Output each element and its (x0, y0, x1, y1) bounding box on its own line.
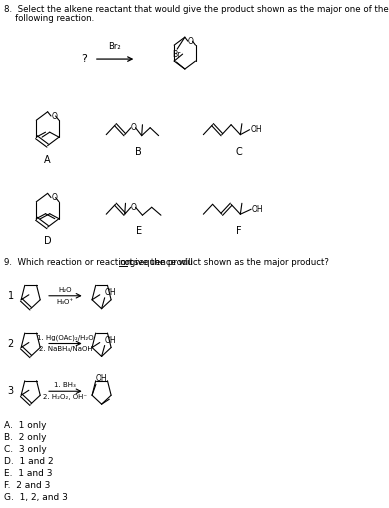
Text: 2. NaBH₄/NaOH: 2. NaBH₄/NaOH (39, 346, 92, 353)
Text: 1. Hg(OAc)₂/H₂O: 1. Hg(OAc)₂/H₂O (37, 334, 94, 340)
Text: A: A (44, 154, 51, 165)
Text: F: F (236, 226, 242, 236)
Text: C: C (235, 147, 242, 156)
Text: ?: ? (82, 54, 88, 64)
Text: O: O (187, 37, 193, 46)
Text: Br₂: Br₂ (109, 42, 121, 51)
Text: H₃O⁺: H₃O⁺ (57, 299, 74, 305)
Text: A.  1 only: A. 1 only (4, 421, 47, 430)
Text: O: O (51, 193, 57, 202)
Text: following reaction.: following reaction. (4, 14, 95, 23)
Text: OH: OH (105, 335, 116, 344)
Text: OH: OH (252, 205, 263, 214)
Text: OH: OH (251, 125, 262, 134)
Text: O: O (51, 112, 57, 120)
Text: Br: Br (172, 50, 180, 59)
Text: E.  1 and 3: E. 1 and 3 (4, 469, 53, 478)
Text: 2. H₂O₂, OH⁻: 2. H₂O₂, OH⁻ (43, 394, 88, 400)
Text: 2: 2 (7, 338, 14, 348)
Text: G.  1, 2, and 3: G. 1, 2, and 3 (4, 493, 68, 502)
Text: B.  2 only: B. 2 only (4, 433, 47, 442)
Text: D.  1 and 2: D. 1 and 2 (4, 457, 54, 466)
Text: C.  3 only: C. 3 only (4, 445, 47, 454)
Text: 8.  Select the alkene reactant that would give the product shown as the major on: 8. Select the alkene reactant that would… (4, 6, 389, 14)
Text: E: E (135, 226, 142, 236)
Text: O: O (130, 123, 136, 132)
Text: H₂O: H₂O (59, 287, 72, 293)
Text: give the product shown as the major product?: give the product shown as the major prod… (127, 258, 329, 267)
Text: OH: OH (105, 288, 116, 297)
Text: D: D (44, 236, 51, 246)
Text: 3: 3 (7, 386, 14, 396)
Text: 1. BH₃: 1. BH₃ (54, 382, 76, 388)
Text: F.  2 and 3: F. 2 and 3 (4, 481, 51, 490)
Text: B: B (135, 147, 142, 156)
Text: 1: 1 (7, 291, 14, 301)
Text: O: O (130, 203, 136, 212)
Text: not: not (119, 258, 133, 267)
Text: OH: OH (96, 374, 107, 384)
Text: 9.  Which reaction or reaction sequence will: 9. Which reaction or reaction sequence w… (4, 258, 196, 267)
